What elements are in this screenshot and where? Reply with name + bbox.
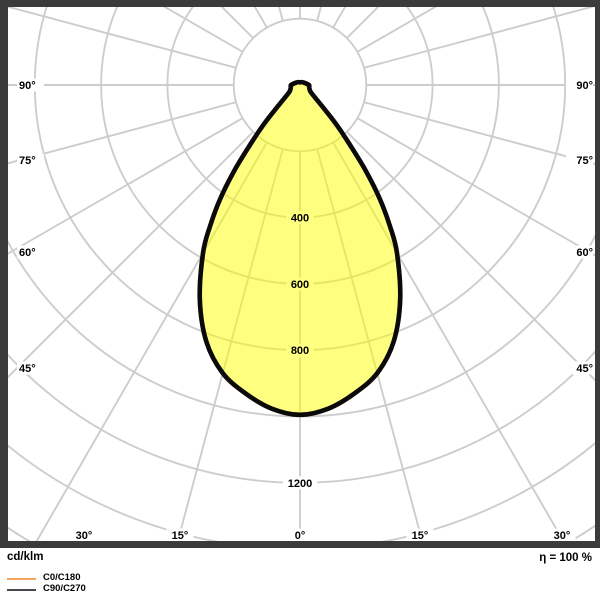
angle-label-bottom: 0° <box>295 530 306 542</box>
frame-left <box>0 0 8 548</box>
angle-label-left: 90° <box>19 80 36 92</box>
grid-ray <box>8 7 237 69</box>
angle-label-right-bg <box>566 361 593 375</box>
ring-label: 400 <box>291 213 309 225</box>
legend-line-c90-c270 <box>7 589 36 591</box>
grid-ray <box>8 117 244 255</box>
grid-ray <box>8 131 254 379</box>
frame-top <box>0 0 600 7</box>
ring-label: 800 <box>291 345 309 357</box>
legend-label-c90-c270: C90/C270 <box>43 583 86 594</box>
angle-label-left-bg <box>17 153 44 167</box>
angle-label-right-bg <box>566 78 593 92</box>
angle-label-right: 90° <box>576 80 593 92</box>
ring-label-bg <box>286 277 314 291</box>
frame-right <box>595 0 600 548</box>
legend-label-c0-c180: C0/C180 <box>43 572 81 583</box>
angle-label-left-bg <box>17 245 44 259</box>
legend-line-c0-c180 <box>7 578 36 580</box>
intensity-fill <box>199 82 401 415</box>
ring-label-bg <box>286 343 314 357</box>
angle-label-bottom-bg <box>70 528 98 541</box>
angle-label-left: 45° <box>19 363 36 375</box>
grid-ray <box>356 117 595 257</box>
angle-label-bottom: 30° <box>76 530 93 542</box>
chart-footer: cd/klm η = 100 % C0/C180 C90/C270 <box>0 548 600 600</box>
plot-area: 400 600 800 1200 90° 75° 60° 45° 90° 75° 60° 45° 30°… <box>8 7 595 542</box>
angle-label-left-bg <box>17 78 44 92</box>
polar-intensity-chart: 400 600 800 1200 90° 75° 60° 45° 90° 75° 60° 45° 30°… <box>0 0 600 548</box>
angle-label-bottom: 30° <box>554 530 571 542</box>
grid-ray <box>363 7 595 69</box>
grid-ray <box>346 131 595 382</box>
angle-label-bottom: 15° <box>172 530 189 542</box>
grid-ray <box>363 101 595 166</box>
angle-label-right-bg <box>566 245 593 259</box>
angle-label-right: 45° <box>576 363 593 375</box>
ring-label-bg <box>283 476 317 490</box>
unit-label: cd/klm <box>7 551 44 563</box>
efficiency-label: η = 100 % <box>539 552 592 564</box>
angle-label-left: 75° <box>19 155 36 167</box>
angle-label-bottom: 15° <box>412 530 429 542</box>
ring-label: 1200 <box>288 478 312 490</box>
angle-label-bottom-bg <box>548 528 576 541</box>
angle-label-right-bg <box>566 153 593 167</box>
legend: C0/C180 C90/C270 <box>0 572 260 600</box>
frame-bottom <box>0 541 600 548</box>
angle-label-bottom-bg <box>406 528 434 541</box>
angle-label-bottom-bg <box>290 528 310 541</box>
angle-label-bottom-bg <box>166 528 194 541</box>
angle-label-right: 75° <box>576 155 593 167</box>
grid-ray <box>8 101 237 165</box>
ring-label: 600 <box>291 279 309 291</box>
ring-label-bg <box>286 211 314 225</box>
angle-label-right: 60° <box>576 247 593 259</box>
intensity-curve-c90-c270 <box>197 79 403 418</box>
angle-label-left: 60° <box>19 247 36 259</box>
angle-label-left-bg <box>17 361 44 375</box>
